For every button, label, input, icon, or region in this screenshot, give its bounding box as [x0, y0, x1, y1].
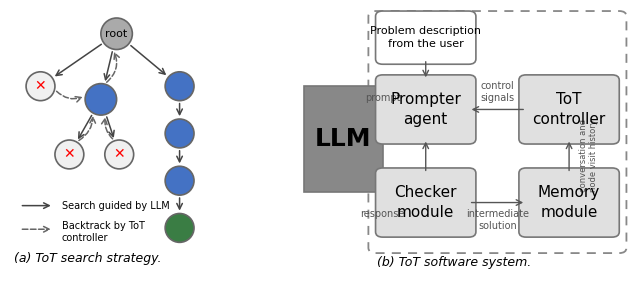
Circle shape — [165, 213, 194, 242]
FancyBboxPatch shape — [519, 168, 620, 237]
Text: Backtrack by ToT
controller: Backtrack by ToT controller — [61, 221, 145, 243]
Text: (a) ToT search strategy.: (a) ToT search strategy. — [14, 252, 162, 265]
Circle shape — [101, 18, 132, 49]
FancyBboxPatch shape — [376, 11, 476, 64]
Text: LLM: LLM — [315, 127, 372, 151]
Text: ✕: ✕ — [113, 148, 125, 162]
Text: Problem description
from the user: Problem description from the user — [370, 26, 481, 49]
Text: intermediate
solution: intermediate solution — [466, 209, 529, 231]
Text: root: root — [106, 29, 128, 39]
Circle shape — [165, 119, 194, 148]
Text: Checker
module: Checker module — [394, 185, 457, 220]
Text: ToT
controller: ToT controller — [532, 92, 605, 127]
Text: ✕: ✕ — [35, 79, 46, 93]
Circle shape — [26, 72, 55, 101]
Text: control
signals: control signals — [481, 81, 515, 103]
Text: Prompter
agent: Prompter agent — [390, 92, 461, 127]
Text: (b) ToT software system.: (b) ToT software system. — [377, 256, 532, 269]
FancyBboxPatch shape — [304, 86, 383, 192]
Text: ✕: ✕ — [63, 148, 75, 162]
Circle shape — [165, 166, 194, 195]
Circle shape — [165, 72, 194, 101]
Circle shape — [55, 140, 84, 169]
Text: response: response — [360, 209, 405, 219]
Text: conversation and
node visit history: conversation and node visit history — [579, 120, 598, 192]
Circle shape — [105, 140, 134, 169]
Text: prompt: prompt — [365, 93, 401, 103]
FancyBboxPatch shape — [519, 75, 620, 144]
Text: Search guided by LLM: Search guided by LLM — [61, 200, 169, 210]
FancyBboxPatch shape — [376, 168, 476, 237]
Circle shape — [85, 84, 116, 115]
FancyBboxPatch shape — [376, 75, 476, 144]
Text: Memory
module: Memory module — [538, 185, 600, 220]
